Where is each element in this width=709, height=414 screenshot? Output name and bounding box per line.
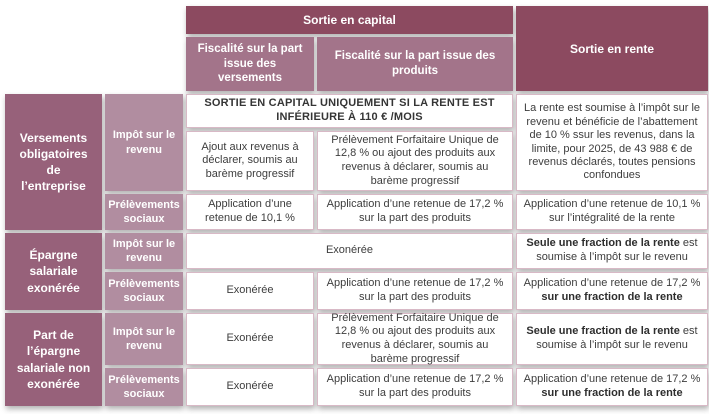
cell-g3-impot-rente: Seule une fraction de la rente est soumi… <box>516 313 708 365</box>
sub-label-g2-impot: Impôt sur le revenu <box>105 233 183 269</box>
sub-label-g2-prelevements: Prélèvements sociaux <box>105 272 183 310</box>
cell-g2-impot-rente: Seule une fraction de la rente est soumi… <box>516 233 708 269</box>
sub-label-g1-impot: Impôt sur le revenu <box>105 94 183 191</box>
cell-g3-prelevements-rente-bold: sur une fraction de la rente <box>541 387 683 399</box>
group-label-epargne-exoneree: Épargne salariale exonérée <box>5 233 102 310</box>
cell-g3-prelevements-versements: Exonérée <box>186 368 314 406</box>
sub-label-g1-prelevements: Prélèvements sociaux <box>105 194 183 230</box>
banner-sortie-capital-uniquement: SORTIE EN CAPITAL UNIQUEMENT SI LA RENTE… <box>186 94 513 128</box>
header-sortie-en-capital: Sortie en capital <box>186 6 513 34</box>
cell-g1-impot-versements: Ajout aux revenus à déclarer, soumis au … <box>186 131 314 191</box>
sub-label-g3-impot: Impôt sur le revenu <box>105 313 183 365</box>
cell-g3-prelevements-rente: Application d’une retenue de 17,2 % sur … <box>516 368 708 406</box>
cell-g1-prelevements-versements: Application d’une retenue de 10,1 % <box>186 194 314 230</box>
sub-label-g3-prelevements: Prélèvements sociaux <box>105 368 183 406</box>
group-label-versements-obligatoires: Versements obligatoires de l’entreprise <box>5 94 102 230</box>
cell-g3-impot-rente-rest: est soumise à l’impôt sur le revenu <box>536 325 698 351</box>
header-sortie-en-rente: Sortie en rente <box>516 6 708 91</box>
cell-g2-prelevements-rente-bold: sur une fraction de la rente <box>541 291 683 303</box>
cell-g3-impot-versements: Exonérée <box>186 313 314 365</box>
cell-g2-prelevements-versements: Exonérée <box>186 272 314 310</box>
header-fiscalite-produits: Fiscalité sur la part issue des produits <box>317 37 513 91</box>
group-label-epargne-non-exoneree: Part de l’épargne salariale non exonérée <box>5 313 102 406</box>
header-fiscalite-versements: Fiscalité sur la part issue des versemen… <box>186 37 314 91</box>
cell-g3-impot-rente-bold: Seule une fraction de la rente <box>526 325 680 338</box>
cell-g2-impot-capital: Exonérée <box>186 233 513 269</box>
cell-g3-prelevements-rente-prefix: Application d’une retenue de 17,2 % <box>523 373 701 386</box>
cell-g2-impot-rente-bold: Seule une fraction de la rente <box>526 237 680 250</box>
cell-g1-impot-rente: La rente est soumise à l’impôt sur le re… <box>516 94 708 191</box>
cell-g2-impot-rente-rest: est soumise à l’impôt sur le revenu <box>536 237 698 263</box>
cell-g1-impot-produits: Prélèvement Forfaitaire Unique de 12,8 %… <box>317 131 513 191</box>
tax-table: Sortie en capital Sortie en rente Fiscal… <box>5 6 708 406</box>
cell-g3-impot-produits: Prélèvement Forfaitaire Unique de 12,8 %… <box>317 312 513 365</box>
cell-g2-prelevements-rente: Application d’une retenue de 17,2 % sur … <box>516 272 708 310</box>
cell-g1-prelevements-rente: Application d’une retenue de 10,1 % sur … <box>516 194 708 230</box>
cell-g2-prelevements-rente-prefix: Application d’une retenue de 17,2 % <box>523 277 701 290</box>
cell-g3-prelevements-produits: Application d’une retenue de 17,2 % sur … <box>317 368 513 406</box>
cell-g1-prelevements-produits: Application d’une retenue de 17,2 % sur … <box>317 194 513 230</box>
cell-g2-prelevements-produits: Application d’une retenue de 17,2 % sur … <box>317 272 513 310</box>
